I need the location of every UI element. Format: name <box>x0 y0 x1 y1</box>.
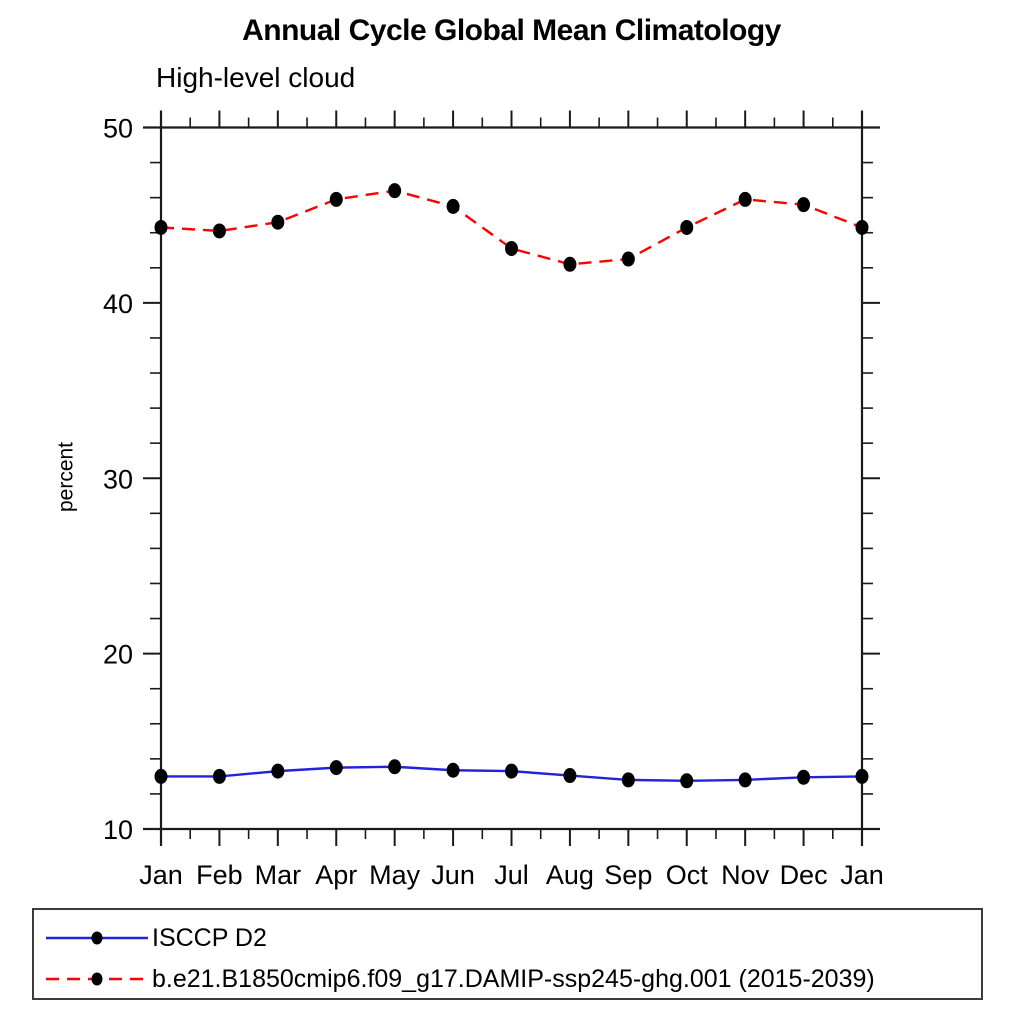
plot-area: Jan Feb Mar Apr May Jun Jul Aug Sep Oct Nov Dec Jan1… <box>103 110 884 890</box>
svg-text:30: 30 <box>103 464 133 494</box>
svg-text:Aug: Aug <box>546 860 594 890</box>
svg-text:Nov: Nov <box>721 860 770 890</box>
svg-text:50: 50 <box>103 114 133 144</box>
svg-text:Apr: Apr <box>315 860 357 890</box>
legend-line-sample-model-icon <box>46 972 148 986</box>
chart-title: Annual Cycle Global Mean Climatology <box>242 14 781 47</box>
legend-box: ISCCP D2 b.e21.B1850cmip6.f09_g17.DAMIP-… <box>32 908 983 1000</box>
svg-text:Mar: Mar <box>255 860 302 890</box>
svg-text:Oct: Oct <box>666 860 709 890</box>
legend-line-sample-isccp-icon <box>46 931 148 945</box>
svg-text:Jan: Jan <box>840 860 884 890</box>
svg-text:Jul: Jul <box>494 860 529 890</box>
svg-text:10: 10 <box>103 815 133 845</box>
svg-text:Jan: Jan <box>139 860 183 890</box>
legend-entry-model: b.e21.B1850cmip6.f09_g17.DAMIP-ssp245-gh… <box>45 958 981 1000</box>
svg-text:May: May <box>369 860 421 890</box>
svg-text:Sep: Sep <box>604 860 652 890</box>
svg-text:Jun: Jun <box>431 860 475 890</box>
chart-subtitle: High-level cloud <box>156 62 356 93</box>
svg-text:Dec: Dec <box>780 860 828 890</box>
svg-text:40: 40 <box>103 289 133 319</box>
legend-entry-isccp: ISCCP D2 <box>45 918 981 958</box>
legend-label-isccp: ISCCP D2 <box>152 923 267 952</box>
svg-text:Feb: Feb <box>196 860 243 890</box>
svg-text:20: 20 <box>103 640 133 670</box>
legend-label-model: b.e21.B1850cmip6.f09_g17.DAMIP-ssp245-gh… <box>152 964 875 993</box>
